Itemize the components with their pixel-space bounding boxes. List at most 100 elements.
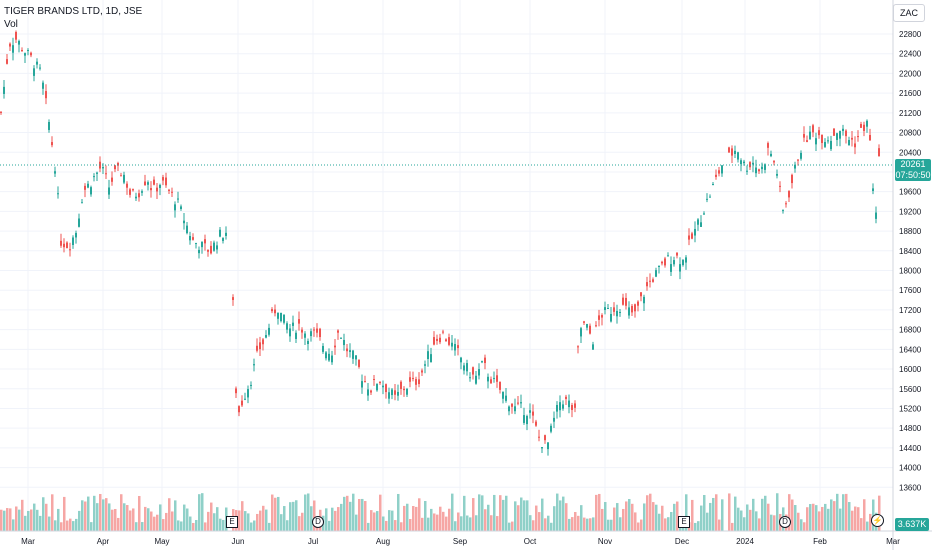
candle-body <box>779 185 781 187</box>
candle-body <box>703 213 705 215</box>
volume-bar <box>6 508 9 531</box>
split-event-icon[interactable]: ⚡ <box>871 514 884 527</box>
volume-bar <box>216 507 219 531</box>
candle-body <box>183 220 185 224</box>
dividend-event-icon[interactable]: D <box>312 516 324 528</box>
candle-body <box>550 425 552 432</box>
volume-bar <box>556 493 559 531</box>
candle-body <box>667 255 669 257</box>
candle-body <box>409 377 411 382</box>
volume-bar <box>421 517 424 531</box>
volume-bar <box>346 495 349 531</box>
volume-bar <box>490 515 493 531</box>
volume-bar <box>451 493 454 531</box>
candle-body <box>138 193 140 198</box>
candle-body <box>866 120 868 127</box>
volume-bar <box>839 508 842 531</box>
volume-bar <box>403 505 406 531</box>
candle-body <box>523 415 525 423</box>
candle-body <box>81 202 83 204</box>
volume-bar <box>743 517 746 531</box>
candle-body <box>487 376 489 382</box>
candle-body <box>150 188 152 191</box>
volume-bar <box>857 507 860 531</box>
candle-series <box>0 30 880 456</box>
earnings-event-icon[interactable]: E <box>678 516 690 528</box>
candle-body <box>265 335 267 338</box>
volume-bar <box>241 501 244 531</box>
volume-bar <box>126 505 129 531</box>
volume-bar <box>349 501 352 531</box>
candle-body <box>463 365 465 371</box>
candle-body <box>715 174 717 177</box>
candle-body <box>108 187 110 195</box>
candle-body <box>241 400 243 406</box>
volume-bar <box>773 515 776 531</box>
volume-bar <box>878 495 881 531</box>
volume-bar <box>721 499 724 531</box>
volume-bar <box>391 510 394 531</box>
volume-bar <box>595 494 598 531</box>
volume-bar <box>634 512 637 531</box>
candle-body <box>259 342 261 350</box>
volume-bar <box>307 493 310 531</box>
candle-body <box>433 337 435 345</box>
candle-body <box>580 328 582 337</box>
currency-button[interactable]: ZAC <box>893 4 925 22</box>
candle-body <box>568 400 570 408</box>
candle-body <box>743 161 745 164</box>
candle-body <box>445 339 447 342</box>
volume-bar <box>622 508 625 531</box>
candle-body <box>592 344 594 350</box>
candle-body <box>207 249 209 252</box>
volume-bar <box>460 516 463 531</box>
volume-bar <box>442 511 445 531</box>
volume-bar <box>809 504 812 531</box>
candle-body <box>256 345 258 351</box>
volume-bar <box>301 512 304 531</box>
volume-bar <box>174 500 177 531</box>
candle-body <box>90 187 92 195</box>
candle-body <box>75 232 77 238</box>
candle-body <box>836 133 838 140</box>
candle-body <box>352 350 354 359</box>
candle-body <box>316 328 318 333</box>
candle-body <box>412 377 414 379</box>
candle-body <box>192 237 194 240</box>
candle-body <box>812 125 814 133</box>
volume-bar <box>592 517 595 531</box>
candle-body <box>349 350 351 352</box>
candle-body <box>505 395 507 401</box>
volume-bar <box>836 493 839 531</box>
candle-body <box>481 361 483 363</box>
candle-body <box>373 379 375 381</box>
candle-body <box>78 218 80 227</box>
volume-bar <box>189 516 192 531</box>
candle-body <box>782 210 784 212</box>
candle-body <box>361 381 363 388</box>
volume-bar <box>589 518 592 531</box>
earnings-event-icon[interactable]: E <box>226 516 238 528</box>
volume-bar <box>818 511 821 531</box>
candle-body <box>794 164 796 169</box>
candle-body <box>664 258 666 266</box>
volume-bar <box>616 503 619 531</box>
volume-bar <box>72 521 75 531</box>
y-tick-label: 17600 <box>899 286 922 295</box>
volume-bar <box>90 522 93 531</box>
candle-body <box>691 233 693 239</box>
candle-body <box>803 134 805 138</box>
dividend-event-icon[interactable]: D <box>779 516 791 528</box>
candle-body <box>827 140 829 142</box>
volume-bar <box>271 494 274 531</box>
candle-body <box>198 249 200 254</box>
volume-bar <box>33 503 36 531</box>
volume-bar <box>210 502 213 531</box>
candle-body <box>619 311 621 313</box>
candle-body <box>430 354 432 363</box>
volume-bar <box>277 496 280 531</box>
candle-body <box>637 301 639 306</box>
candle-body <box>367 389 369 396</box>
volume-bar <box>550 522 553 531</box>
